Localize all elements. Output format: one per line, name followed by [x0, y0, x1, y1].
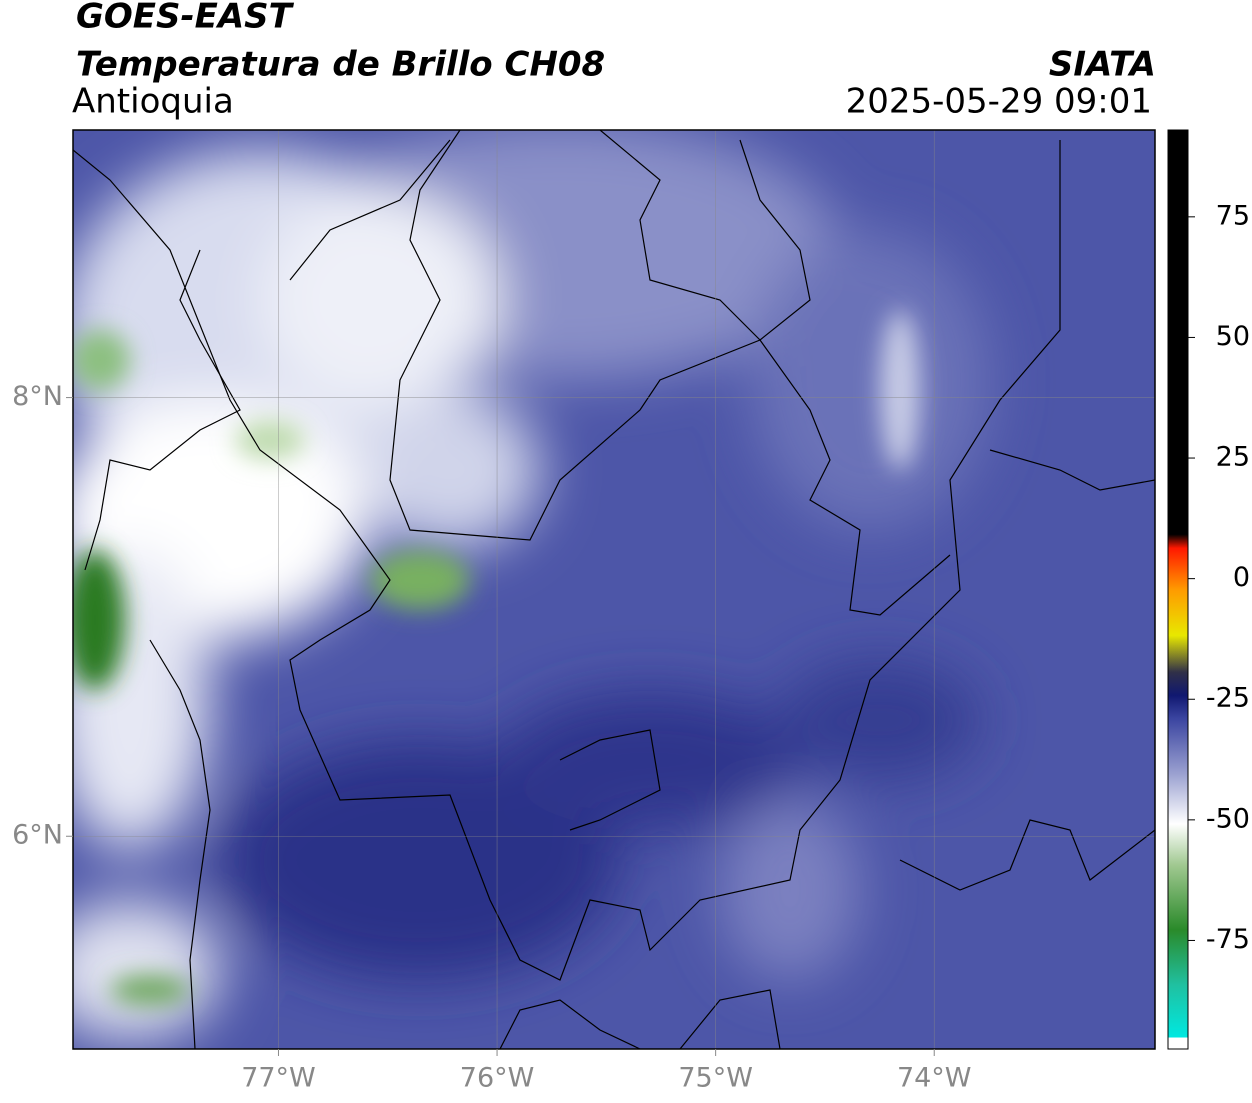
- colorbar-tick-label: -25: [1206, 683, 1250, 714]
- x-tick-label: 75°W: [678, 1063, 753, 1094]
- region: Antioquia: [72, 82, 234, 122]
- colorbar-tick-label: 25: [1216, 442, 1250, 473]
- colorbar-tick-label: -75: [1206, 924, 1250, 955]
- x-tick-label: 77°W: [241, 1063, 316, 1094]
- datetime: 2025-05-29 09:01: [846, 82, 1152, 122]
- grid: [73, 130, 1155, 1049]
- title: GOES-EAST: [76, 0, 295, 37]
- y-tick-label: 6°N: [12, 820, 63, 851]
- source: SIATA: [1049, 45, 1156, 85]
- colorbar: [1167, 129, 1189, 1050]
- satellite-image: [73, 130, 1155, 1049]
- subtitle: Temperatura de Brillo CH08: [76, 45, 605, 85]
- colorbar-tick-label: 0: [1233, 562, 1250, 593]
- map-frame: [72, 129, 1156, 1050]
- colorbar-tick-label: 50: [1216, 321, 1250, 352]
- colorbar-tick-label: -50: [1206, 803, 1250, 834]
- x-tick-label: 76°W: [460, 1063, 535, 1094]
- x-tick-label: 74°W: [897, 1063, 972, 1094]
- colorbar-tick-label: 75: [1216, 200, 1250, 231]
- y-tick-label: 8°N: [12, 381, 63, 412]
